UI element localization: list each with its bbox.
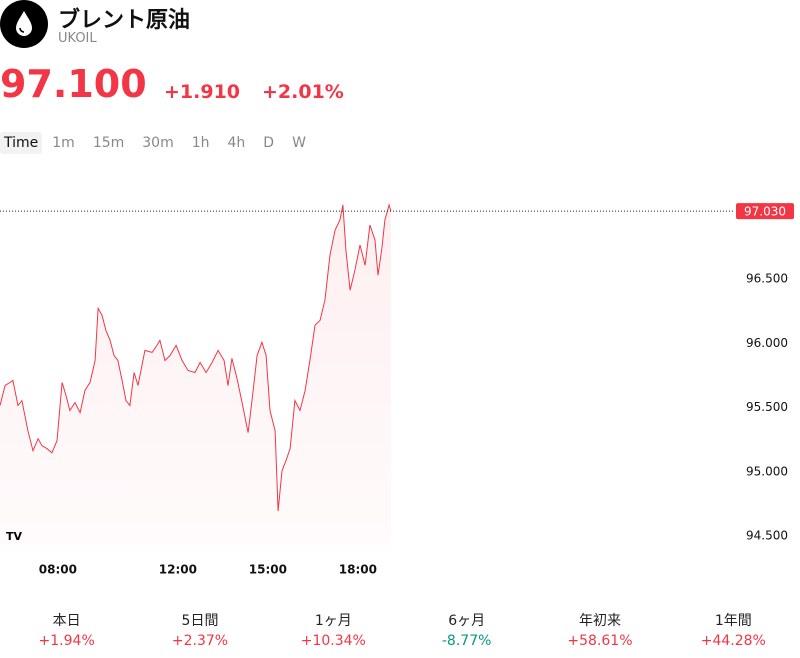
timeframe-tabs: Time 1m 15m 30m 1h 4h D W: [0, 132, 316, 154]
period-change: +1.94%: [38, 633, 95, 649]
period-label: 1年間: [714, 613, 752, 629]
timeframe-tab[interactable]: 1m: [52, 135, 75, 151]
period-change: +2.37%: [171, 633, 229, 649]
y-tick-label: 96.500: [746, 272, 788, 286]
price-line: [0, 203, 392, 512]
period-change: +44.28%: [700, 633, 766, 649]
period-label: 6ヶ月: [448, 613, 486, 629]
timeframe-tab[interactable]: 4h: [227, 135, 246, 151]
period-label: 本日: [52, 613, 81, 629]
timeframe-tab[interactable]: Time: [0, 132, 43, 154]
area-fill: [0, 204, 391, 545]
performance-item[interactable]: 年初来 +58.61%: [533, 610, 666, 649]
timeframe-tab[interactable]: 30m: [142, 135, 174, 151]
period-change: -8.77%: [441, 633, 492, 649]
x-tick-label: 12:00: [159, 563, 197, 577]
y-tick-label: 94.500: [746, 529, 788, 543]
performance-item[interactable]: 1年間 +44.28%: [667, 610, 800, 649]
title: ブレント原油: [58, 8, 191, 33]
period-label: 1ヶ月: [314, 613, 352, 629]
period-change: +58.61%: [567, 633, 633, 649]
performance-item[interactable]: 5日間 +2.37%: [133, 610, 266, 649]
x-tick-label: 08:00: [39, 563, 77, 577]
symbol: UKOIL: [58, 31, 97, 46]
price: 97.100: [0, 62, 147, 106]
timeframe-tab[interactable]: D: [263, 135, 275, 151]
x-tick-label: 18:00: [339, 563, 377, 577]
performance-item[interactable]: 6ヶ月 -8.77%: [400, 610, 533, 649]
y-tick-label: 95.000: [746, 464, 788, 478]
last-price-box: [736, 203, 794, 220]
period-label: 年初来: [578, 613, 621, 629]
period-label: 5日間: [181, 613, 219, 629]
change-percent: +2.01%: [262, 81, 344, 103]
y-tick-label: 96.000: [746, 336, 788, 350]
performance-row: 本日 +1.94% 5日間 +2.37% 1ヶ月 +10.34% 6ヶ月 -8.77% 年初来 +…: [0, 610, 800, 649]
period-change: +10.34%: [300, 633, 366, 649]
timeframe-tab[interactable]: 15m: [92, 135, 125, 151]
change: +1.910: [164, 81, 241, 103]
chart: TV 94.50095.00095.50096.00096.50008:0012…: [0, 203, 794, 577]
performance-item[interactable]: 本日 +1.94%: [0, 610, 133, 649]
performance-item[interactable]: 1ヶ月 +10.34%: [267, 610, 400, 649]
last-price-label: 97.030: [744, 205, 786, 219]
symbol-icon: [0, 0, 48, 48]
y-tick-label: 95.500: [746, 400, 788, 414]
timeframe-tab[interactable]: W: [292, 135, 306, 151]
x-tick-label: 15:00: [249, 563, 287, 577]
timeframe-tab[interactable]: 1h: [191, 135, 210, 151]
